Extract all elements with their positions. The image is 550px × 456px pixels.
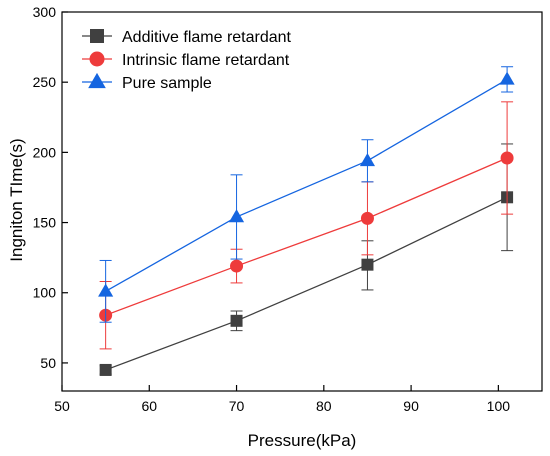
legend-marker-2: [88, 72, 106, 89]
y-tick-label-2: 150: [33, 215, 57, 231]
y-axis-label: Ingniton TIme(s): [7, 138, 26, 261]
series-1-line: [105, 157, 508, 316]
legend-label-1: Intrinsic flame retardant: [122, 52, 290, 69]
series-1-point-2: [360, 211, 374, 225]
legend-item-0: Additive flame retardant: [82, 29, 292, 46]
series-2-line: [105, 78, 508, 292]
series-2-point-3: [499, 71, 515, 85]
series-1-point-3: [500, 151, 514, 165]
series-2: [98, 66, 515, 323]
x-tick-label-1: 60: [141, 398, 157, 414]
plot-marks: [98, 66, 515, 376]
x-tick-label-2: 70: [229, 398, 245, 414]
x-tick-label-4: 90: [403, 398, 419, 414]
legend-marker-0: [90, 29, 104, 43]
x-tick-label-0: 50: [54, 398, 70, 414]
x-tick-label-3: 80: [316, 398, 332, 414]
series-0-point-2: [361, 258, 374, 271]
series-0-point-1: [230, 314, 243, 327]
plot-frame: [61, 11, 543, 392]
series-1: [99, 101, 514, 350]
series-2-point-0: [98, 283, 114, 297]
x-axis-label: Pressure(kPa): [248, 431, 357, 450]
legend-marker-1: [89, 51, 105, 67]
axis-ticks: 50 60 70 80 90 100 50 100 150 200 250 300: [33, 4, 511, 414]
legend-label-0: Additive flame retardant: [122, 29, 292, 46]
legend-label-2: Pure sample: [122, 75, 212, 92]
y-tick-label-4: 250: [33, 74, 57, 90]
series-2-point-2: [359, 152, 376, 167]
y-tick-label-3: 200: [33, 144, 57, 160]
series-0-point-0: [99, 363, 112, 376]
legend-item-2: Pure sample: [82, 72, 212, 92]
series-1-point-1: [230, 259, 244, 273]
y-tick-label-0: 50: [40, 355, 56, 371]
y-tick-label-1: 100: [33, 285, 57, 301]
series-2-point-1: [228, 209, 245, 223]
legend: Additive flame retardant Intrinsic flame …: [82, 29, 292, 92]
series-0-line: [105, 196, 508, 371]
legend-item-1: Intrinsic flame retardant: [82, 51, 290, 69]
y-tick-label-5: 300: [33, 4, 57, 20]
x-tick-label-5: 100: [487, 398, 511, 414]
